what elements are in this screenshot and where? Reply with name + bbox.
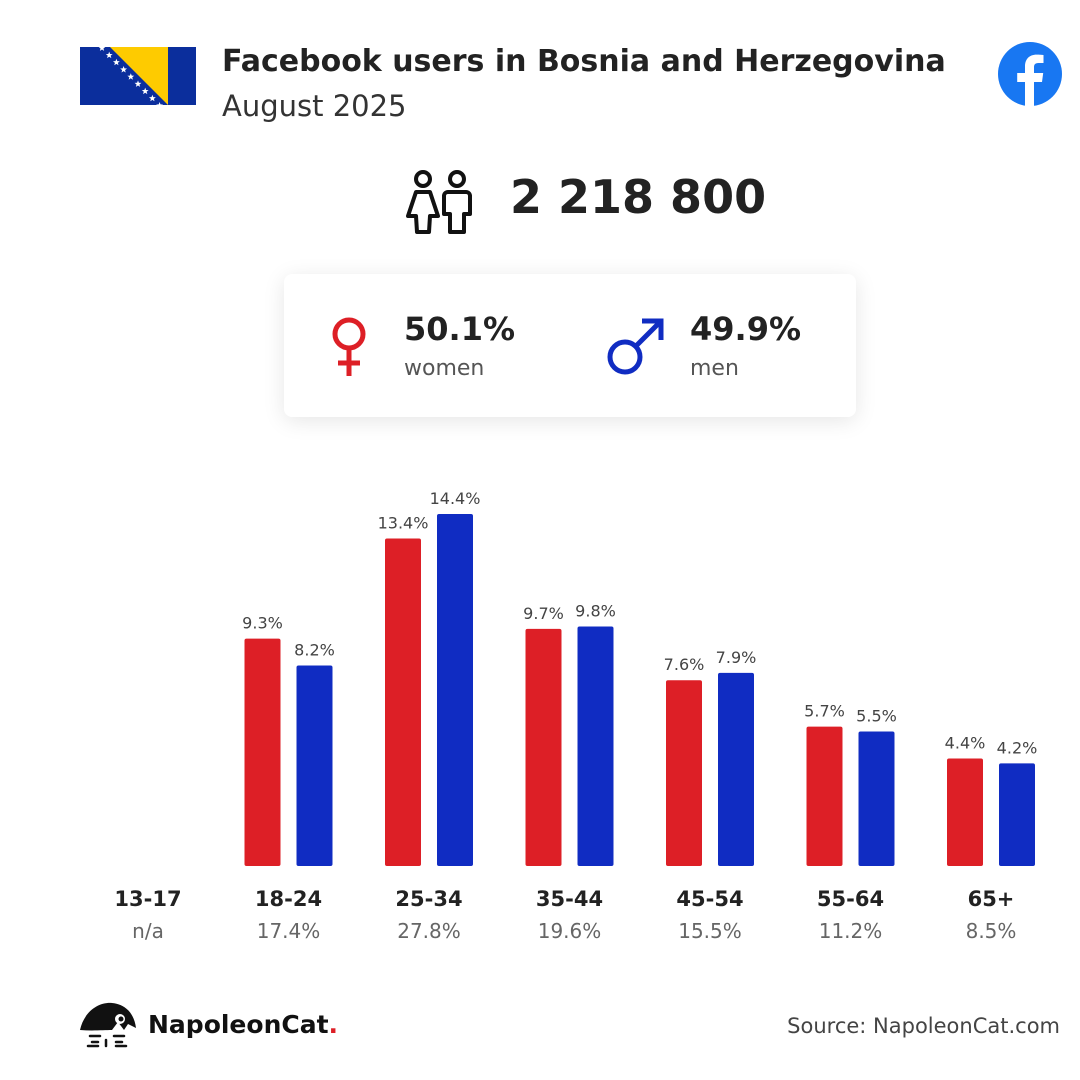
brand-dot: . <box>328 1010 339 1039</box>
bar-25-34-series-1 <box>385 538 421 866</box>
age-category-label: 13-17 <box>114 887 181 911</box>
age-category-total: n/a <box>132 919 164 943</box>
age-category-total: 19.6% <box>538 919 602 943</box>
age-gender-bar-chart: 13-17 n/a 9.3% 8.2% 18-24 17.4% 13.4%14.4% 25-3… <box>114 489 1038 943</box>
bar-value-label: 13.4% <box>378 513 429 532</box>
bar-35-44-series-1 <box>525 628 562 866</box>
bar-value-label: 5.5% <box>856 707 897 726</box>
bar-value-label: 4.2% <box>997 738 1038 757</box>
men-percent: 49.9% <box>690 310 802 348</box>
brand-name: NapoleonCat <box>148 1010 329 1039</box>
bar-65+-series-1 <box>947 758 983 866</box>
women-percent: 50.1% <box>404 310 516 348</box>
bar-value-label: 14.4% <box>430 489 481 508</box>
bar-value-label: 9.8% <box>575 601 616 620</box>
bar-18-24-series-2 <box>296 665 333 866</box>
bar-35-44-series-2 <box>577 626 614 866</box>
age-category-total: 11.2% <box>819 919 883 943</box>
age-category-label: 35-44 <box>536 887 603 911</box>
age-category-total: 8.5% <box>966 919 1017 943</box>
bar-55-64-series-2 <box>858 731 895 866</box>
bar-value-label: 9.3% <box>242 614 283 633</box>
bar-value-label: 9.7% <box>523 604 564 623</box>
bar-value-label: 4.4% <box>945 733 986 752</box>
bar-65+-series-2 <box>999 763 1035 866</box>
age-category-label: 65+ <box>968 887 1015 911</box>
female-symbol-icon <box>332 317 366 376</box>
bar-45-54-series-1 <box>666 680 702 866</box>
bar-25-34-series-2 <box>437 514 473 866</box>
facebook-logo-icon <box>998 42 1062 106</box>
bar-18-24-series-1 <box>244 638 281 866</box>
gender-split-card: 50.1% women 49.9% men <box>284 274 856 417</box>
bar-value-label: 8.2% <box>294 641 335 660</box>
bosnia-flag-icon <box>80 47 196 105</box>
age-category-label: 55-64 <box>817 887 884 911</box>
age-category-total: 27.8% <box>397 919 461 943</box>
napoleoncat-brand: NapoleonCat. <box>148 1010 338 1039</box>
page-subtitle: August 2025 <box>222 89 407 123</box>
age-category-label: 25-34 <box>395 887 462 911</box>
people-icon <box>406 170 472 234</box>
napoleoncat-logo-icon <box>80 1002 136 1048</box>
male-symbol-icon <box>607 318 664 375</box>
source-credit: Source: NapoleonCat.com <box>787 1014 1060 1038</box>
women-label: women <box>404 356 485 381</box>
age-category-total: 17.4% <box>257 919 321 943</box>
age-category-label: 18-24 <box>255 887 322 911</box>
bar-55-64-series-1 <box>806 726 843 866</box>
age-category-label: 45-54 <box>676 887 743 911</box>
age-category-total: 15.5% <box>678 919 742 943</box>
bar-value-label: 7.9% <box>716 648 757 667</box>
bar-value-label: 5.7% <box>804 702 845 721</box>
men-label: men <box>690 356 739 381</box>
bar-45-54-series-2 <box>718 672 754 866</box>
page-title: Facebook users in Bosnia and Herzegovina <box>222 44 946 79</box>
bar-value-label: 7.6% <box>664 655 705 674</box>
total-users-value: 2 218 800 <box>510 170 767 224</box>
